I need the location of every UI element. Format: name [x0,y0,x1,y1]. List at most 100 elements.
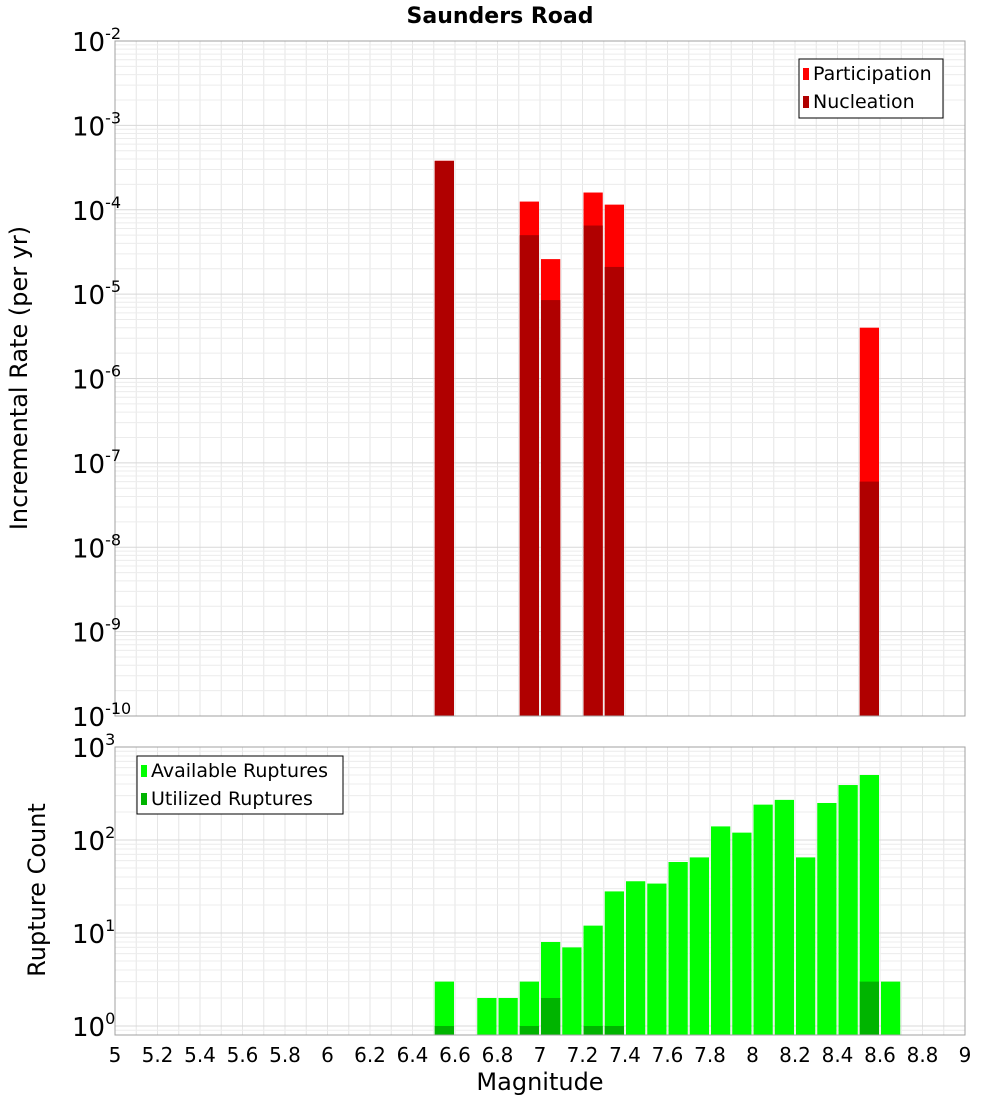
bottom-available-ruptures-bar [498,997,518,1035]
top-nucleation-bar [434,160,454,717]
x-tick-label: 7.2 [567,1043,599,1067]
x-tick-label: 6.8 [482,1043,514,1067]
bottom-available-ruptures-bar [859,774,879,1035]
x-tick-label: 6.6 [439,1043,471,1067]
bottom-available-ruptures-bar [838,785,858,1035]
bottom-y-tick-label-exponent: 3 [105,730,115,749]
bottom-legend-box [136,755,344,815]
bottom-y-tick-label: 101 [72,916,115,950]
top-y-tick-label-exponent: -6 [105,362,121,381]
bottom-available-ruptures-bar [626,881,646,1035]
bottom-y-tick-label-exponent: 1 [105,916,115,935]
bottom-available-ruptures-bar [796,857,816,1035]
bottom-legend: Available Ruptures Utilized Ruptures [136,755,344,815]
x-tick-label: 6.2 [354,1043,386,1067]
top-legend-box [798,58,944,119]
x-tick-label: 8.4 [822,1043,854,1067]
top-nucleation-bar [541,300,561,716]
bottom-bars [434,774,901,1035]
top-y-axis-label: Incremental Rate (per yr) [5,226,33,530]
top-legend-entry: Participation [813,63,932,85]
x-tick-label: 8.6 [864,1043,896,1067]
bottom-y-tick-label-exponent: 2 [105,823,115,842]
bottom-available-ruptures-bar [881,981,901,1035]
top-legend-swatch [803,96,809,108]
top-y-tick-label-exponent: -8 [105,530,121,549]
x-tick-label: 6.4 [397,1043,429,1067]
top-y-tick-label-exponent: -10 [105,699,131,718]
top-panel-frame [114,40,966,717]
bottom-available-ruptures-bar [668,861,688,1035]
x-tick-label: 7 [534,1043,547,1067]
x-tick-label: 8 [746,1043,759,1067]
x-tick-label: 5.4 [184,1043,216,1067]
x-tick-label: 5.8 [269,1043,301,1067]
bottom-available-ruptures-bar [562,947,582,1035]
bottom-available-ruptures-bar [477,997,497,1035]
top-y-tick-label-exponent: -7 [105,446,121,465]
x-tick-label: 5.2 [142,1043,174,1067]
x-tick-label: 5.6 [227,1043,259,1067]
bottom-utilized-ruptures-bar [583,1025,603,1035]
bottom-y-axis-label: Rupture Count [23,803,51,977]
x-tick-label: 7.4 [609,1043,641,1067]
top-y-tick-label-exponent: -4 [105,193,121,212]
top-nucleation-bar [519,235,539,716]
top-y-tick-label-exponent: -9 [105,615,121,634]
x-tick-label: 5 [109,1043,122,1067]
bottom-panel-frame [114,746,966,1036]
bottom-available-ruptures-bar [689,857,709,1035]
top-nucleation-bar [583,225,603,716]
top-y-tick-label: 10-9 [72,615,121,649]
top-y-tick-label-exponent: -2 [105,24,121,43]
x-tick-label: 6 [321,1043,334,1067]
bottom-y-tick-label: 100 [72,1009,115,1043]
x-axis-label: Magnitude [476,1068,603,1096]
top-y-tick-label: 10-2 [72,24,121,58]
bottom-available-ruptures-bar [434,981,454,1035]
x-tick-label: 7.8 [694,1043,726,1067]
x-tick-label: 7.6 [652,1043,684,1067]
top-nucleation-bar [859,481,879,716]
bottom-y-tick-label: 103 [72,730,115,764]
top-y-tick-label: 10-6 [72,362,121,396]
top-y-tick-label: 10-4 [72,193,121,227]
top-y-tick-label: 10-3 [72,108,121,142]
bottom-available-ruptures-bar [519,981,539,1035]
chart-title: Saunders Road [407,4,594,29]
x-tick-label: 8.2 [779,1043,811,1067]
bottom-utilized-ruptures-bar [859,981,879,1035]
bottom-available-ruptures-bar [711,826,731,1035]
top-legend-swatch [803,68,809,80]
top-legend-entry: Nucleation [813,91,915,113]
top-legend: Participation Nucleation [798,58,944,119]
bottom-available-ruptures-bar [774,799,794,1035]
bottom-y-tick-label-exponent: 0 [105,1009,115,1028]
bottom-available-ruptures-bar [732,832,752,1035]
bottom-legend-entry: Utilized Ruptures [151,788,313,810]
x-tick-label: 9 [959,1043,972,1067]
top-y-tick-label-exponent: -5 [105,277,121,296]
top-y-tick-label: 10-7 [72,446,121,480]
bottom-legend-entry: Available Ruptures [151,760,328,782]
top-y-tick-label: 10-5 [72,277,121,311]
bottom-available-ruptures-bar [583,925,603,1035]
top-nucleation-bar [604,266,624,716]
top-y-tick-label-exponent: -3 [105,108,121,127]
bottom-utilized-ruptures-bar [434,1025,454,1035]
bottom-available-ruptures-bar [647,883,667,1035]
bottom-legend-swatch [141,765,147,777]
bottom-utilized-ruptures-bar [604,1025,624,1035]
bottom-legend-swatch [141,793,147,805]
bottom-utilized-ruptures-bar [519,1025,539,1035]
bottom-utilized-ruptures-bar [541,997,561,1035]
bottom-y-tick-label: 102 [72,823,115,857]
bottom-available-ruptures-bar [753,804,773,1035]
x-tick-label: 8.8 [907,1043,939,1067]
bottom-available-ruptures-bar [604,891,624,1035]
top-panel-grid [114,41,966,717]
top-y-tick-label: 10-8 [72,530,121,564]
top-y-tick-label: 10-10 [72,699,131,733]
